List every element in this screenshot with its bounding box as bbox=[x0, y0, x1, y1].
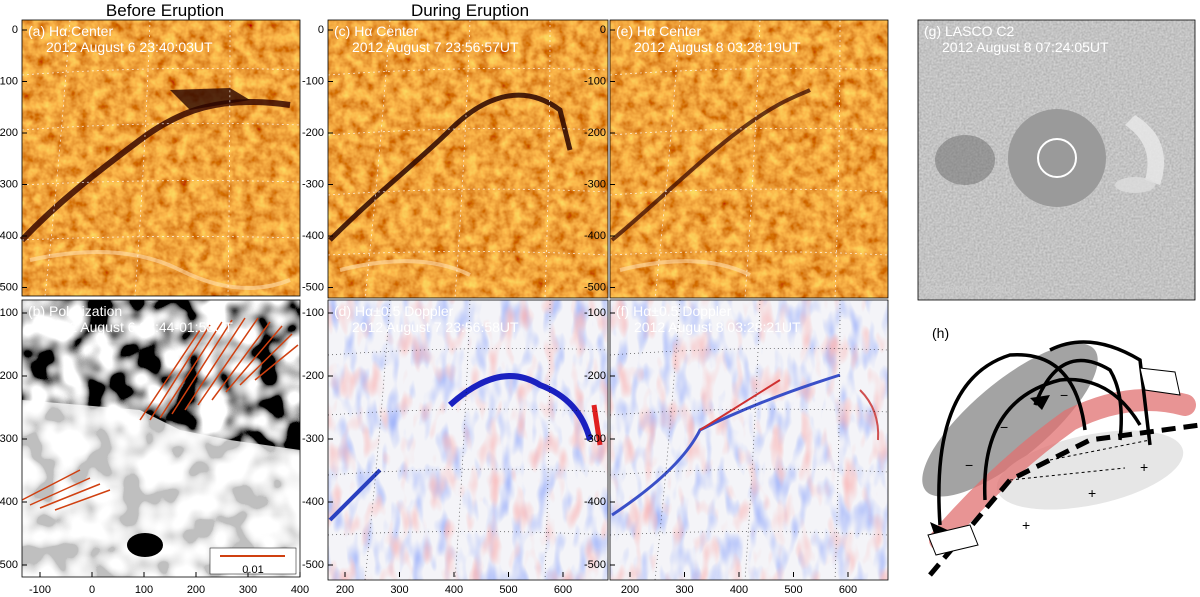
panel-label: (g) LASCO C2 bbox=[924, 23, 1014, 39]
y-tick-label: -500 bbox=[302, 281, 324, 293]
polarity-positive: + bbox=[1140, 459, 1148, 475]
lasco-stamp: 2012/08/08 07:24:05 bbox=[924, 285, 1016, 296]
panel-label: (e) Hα Center bbox=[616, 23, 701, 39]
x-tick-label: 200 bbox=[187, 584, 205, 596]
y-tick-label: -200 bbox=[584, 127, 606, 139]
y-tick-label: -300 bbox=[0, 433, 18, 445]
panel-time: 2012 August 8 07:24:05UT bbox=[942, 39, 1109, 55]
x-tick-label: 300 bbox=[390, 584, 408, 596]
panel-time: 2012 August 6 23:40:03UT bbox=[46, 39, 213, 55]
grid-lines-orange bbox=[21, 19, 889, 299]
panel-time: 2012 August 6 23:44-01:58UT bbox=[46, 319, 233, 335]
y-tick-label: 0 bbox=[318, 24, 324, 36]
panel-b-image bbox=[21, 300, 300, 577]
diagram-h bbox=[922, 340, 1200, 577]
panel-label: (a) Hα Center bbox=[28, 23, 113, 39]
polarity-negative: − bbox=[965, 457, 973, 473]
polarity-negative: − bbox=[1000, 419, 1008, 435]
panel-time: 2012 August 8 03:28:21UT bbox=[634, 319, 801, 335]
panel-label: (d) Hα±0.5 Doppler bbox=[334, 303, 454, 319]
panel-time: 2012 August 8 03:28:19UT bbox=[634, 39, 801, 55]
lasco-stamp: C2 bbox=[924, 272, 937, 283]
y-tick-label: -200 bbox=[302, 127, 324, 139]
grid-lines-doppler bbox=[327, 299, 889, 581]
x-tick-label: 300 bbox=[675, 584, 693, 596]
x-tick-label: 400 bbox=[445, 584, 463, 596]
y-tick-label: -100 bbox=[302, 75, 324, 87]
y-tick-label: -200 bbox=[0, 127, 18, 139]
panel-d-image bbox=[328, 300, 608, 580]
y-tick-label: -100 bbox=[0, 75, 18, 87]
y-tick-label: -100 bbox=[0, 307, 18, 319]
x-tick-label: -100 bbox=[29, 584, 51, 596]
polarity-positive: + bbox=[1088, 485, 1096, 501]
x-tick-label: 500 bbox=[499, 584, 517, 596]
x-tick-label: 600 bbox=[554, 584, 572, 596]
y-tick-label: -500 bbox=[302, 559, 324, 571]
y-tick-label: -400 bbox=[302, 230, 324, 242]
panel-label: (b) Polarization bbox=[28, 303, 122, 319]
panel-time: 2012 August 7 23:56:58UT bbox=[352, 319, 519, 335]
y-tick-label: -300 bbox=[584, 433, 606, 445]
panel-e-image bbox=[610, 20, 888, 298]
panel-time: 2012 August 7 23:56:57UT bbox=[352, 39, 519, 55]
panel-label: (c) Hα Center bbox=[334, 23, 419, 39]
x-tick-label: 200 bbox=[621, 584, 639, 596]
x-tick-label: 100 bbox=[135, 584, 153, 596]
scale-bar-label: 0.01 bbox=[242, 564, 263, 576]
y-tick-label: 0 bbox=[600, 24, 606, 36]
y-tick-label: -400 bbox=[0, 230, 18, 242]
y-tick-label: -400 bbox=[0, 496, 18, 508]
y-tick-label: -300 bbox=[302, 433, 324, 445]
y-tick-label: -300 bbox=[584, 178, 606, 190]
y-tick-label: -500 bbox=[0, 281, 18, 293]
x-tick-label: 300 bbox=[239, 584, 257, 596]
x-tick-label: 200 bbox=[336, 584, 354, 596]
y-tick-label: -200 bbox=[0, 370, 18, 382]
panel-label: (f) Hα±0.5 Doppler bbox=[616, 303, 732, 319]
y-tick-label: -100 bbox=[302, 307, 324, 319]
y-tick-label: -500 bbox=[0, 559, 18, 571]
y-tick-label: -400 bbox=[584, 230, 606, 242]
x-tick-label: 500 bbox=[784, 584, 802, 596]
y-tick-label: -400 bbox=[302, 496, 324, 508]
y-tick-label: -300 bbox=[302, 178, 324, 190]
x-tick-label: 600 bbox=[839, 584, 857, 596]
y-tick-label: -400 bbox=[584, 496, 606, 508]
diagram-label: (h) bbox=[932, 325, 949, 341]
y-tick-label: -200 bbox=[302, 370, 324, 382]
y-tick-label: -100 bbox=[584, 75, 606, 87]
panel-a-image bbox=[19, 20, 300, 296]
panel-f-image bbox=[610, 300, 888, 580]
y-tick-label: -500 bbox=[584, 559, 606, 571]
polarity-positive: + bbox=[1022, 517, 1030, 533]
panel-g-image bbox=[918, 20, 1195, 300]
y-tick-label: -500 bbox=[584, 281, 606, 293]
column-header: Before Eruption bbox=[106, 1, 224, 20]
y-tick-label: -200 bbox=[584, 370, 606, 382]
y-tick-label: 0 bbox=[12, 24, 18, 36]
y-tick-label: -100 bbox=[584, 307, 606, 319]
x-tick-label: 400 bbox=[291, 584, 309, 596]
y-tick-label: -300 bbox=[0, 178, 18, 190]
polarity-negative: − bbox=[1060, 387, 1068, 403]
x-tick-label: 0 bbox=[89, 584, 95, 596]
column-header: During Eruption bbox=[411, 1, 529, 20]
x-tick-label: 400 bbox=[730, 584, 748, 596]
